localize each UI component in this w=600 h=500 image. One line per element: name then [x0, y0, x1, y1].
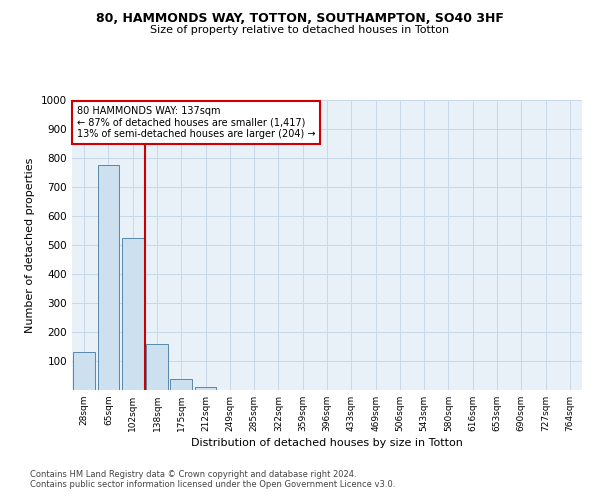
Bar	[146, 344, 168, 390]
Bar	[170, 380, 192, 390]
Text: Contains public sector information licensed under the Open Government Licence v3: Contains public sector information licen…	[30, 480, 395, 489]
X-axis label: Distribution of detached houses by size in Totton: Distribution of detached houses by size …	[191, 438, 463, 448]
Bar	[194, 386, 217, 390]
Bar	[122, 238, 143, 390]
Text: Contains HM Land Registry data © Crown copyright and database right 2024.: Contains HM Land Registry data © Crown c…	[30, 470, 356, 479]
Text: 80, HAMMONDS WAY, TOTTON, SOUTHAMPTON, SO40 3HF: 80, HAMMONDS WAY, TOTTON, SOUTHAMPTON, S…	[96, 12, 504, 26]
Text: Size of property relative to detached houses in Totton: Size of property relative to detached ho…	[151, 25, 449, 35]
Text: 80 HAMMONDS WAY: 137sqm
← 87% of detached houses are smaller (1,417)
13% of semi: 80 HAMMONDS WAY: 137sqm ← 87% of detache…	[77, 106, 316, 139]
Bar	[97, 166, 119, 390]
Y-axis label: Number of detached properties: Number of detached properties	[25, 158, 35, 332]
Bar	[73, 352, 95, 390]
